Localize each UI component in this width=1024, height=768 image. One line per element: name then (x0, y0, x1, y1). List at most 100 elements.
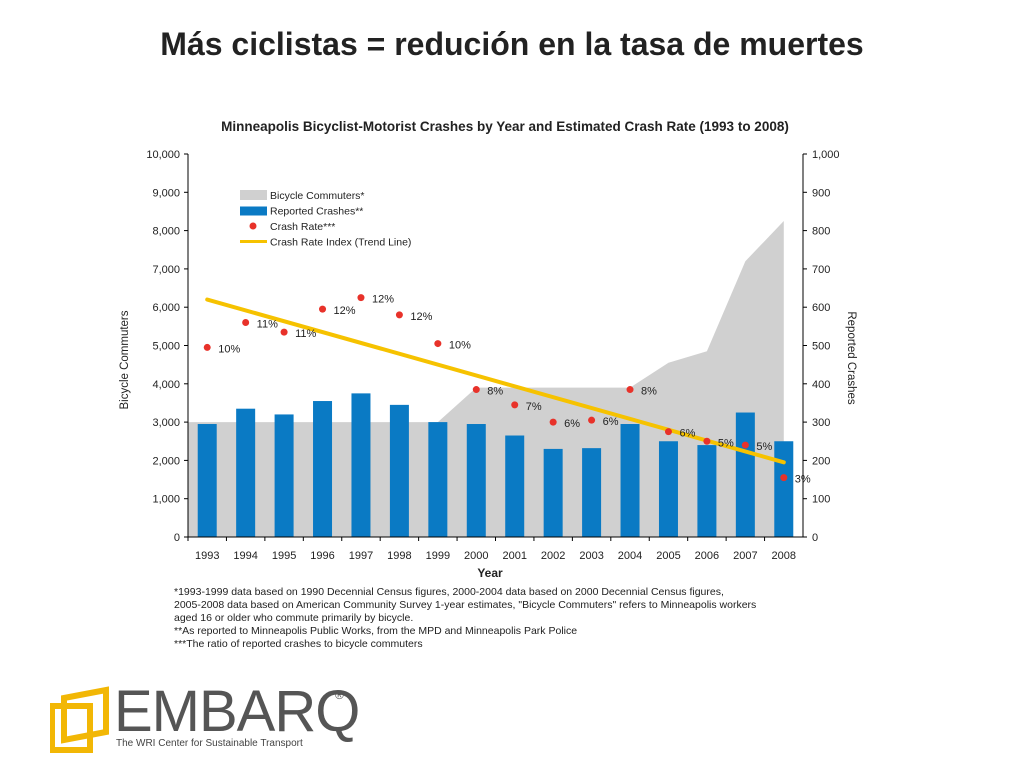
x-tick-label-1998: 1998 (387, 550, 411, 562)
crash-rate-point-2002 (549, 418, 557, 426)
footnote-line: 2005-2008 data based on American Communi… (174, 599, 757, 611)
crash-rate-label-1998: 12% (410, 311, 432, 323)
right-tick-label: 900 (812, 187, 830, 199)
crash-bar-1993 (197, 424, 217, 537)
crash-rate-label-2007: 5% (756, 441, 772, 453)
x-tick-label-1995: 1995 (272, 550, 296, 562)
left-tick-label: 1,000 (152, 494, 180, 506)
footnote-line: ***The ratio of reported crashes to bicy… (174, 638, 423, 650)
crash-rate-point-2000 (472, 386, 480, 394)
crash-rate-label-1999: 10% (449, 340, 471, 352)
crash-rate-point-2003 (588, 416, 596, 424)
right-tick-label: 400 (812, 379, 830, 391)
crash-bar-2002 (543, 448, 563, 537)
footnote-line: **As reported to Minneapolis Public Work… (174, 625, 578, 637)
crash-rate-trend-line (205, 297, 786, 465)
crash-rate-point-1996 (319, 305, 327, 313)
logo-wordmark: EMBARQ (114, 679, 360, 744)
x-tick-label-2001: 2001 (502, 550, 526, 562)
crash-rate-label-2005: 6% (679, 428, 695, 440)
left-tick-label: 3,000 (152, 417, 180, 429)
legend-swatch-area (240, 190, 267, 200)
right-tick-label: 200 (812, 455, 830, 467)
x-tick-label-2007: 2007 (733, 550, 757, 562)
x-tick-label-2003: 2003 (579, 550, 603, 562)
crash-rate-point-1994 (242, 319, 250, 327)
x-tick-label-2008: 2008 (772, 550, 796, 562)
crash-rate-point-1998 (395, 311, 403, 319)
crash-rate-label-2003: 6% (603, 416, 619, 428)
crash-rate-point-1995 (280, 328, 288, 336)
y-axis-right-label: Reported Crashes (845, 311, 857, 405)
x-tick-label-1996: 1996 (310, 550, 334, 562)
crash-rate-point-2004 (626, 386, 634, 394)
x-axis-label: Year (477, 566, 503, 580)
legend-label: Crash Rate*** (270, 221, 335, 233)
right-tick-label: 600 (812, 302, 830, 314)
right-tick-label: 300 (812, 417, 830, 429)
crash-rate-point-2007 (741, 441, 749, 449)
x-tick-label-2006: 2006 (695, 550, 719, 562)
crash-bar-1998 (389, 404, 409, 537)
crash-rate-label-1995: 11% (295, 328, 316, 340)
crash-bar-2005 (658, 441, 678, 537)
crash-rate-label-2000: 8% (487, 386, 503, 398)
right-tick-label: 800 (812, 226, 830, 238)
logo-registered-mark: ® (335, 688, 344, 702)
logo-frame-icon (50, 686, 109, 753)
crash-bar-1997 (351, 393, 371, 537)
y-axis-left-label: Bicycle Commuters (119, 310, 131, 409)
left-tick-label: 6,000 (152, 302, 180, 314)
left-tick-label: 10,000 (146, 149, 180, 161)
crash-bar-1994 (236, 408, 256, 537)
crash-rate-label-2006: 5% (718, 437, 734, 449)
x-tick-label-2002: 2002 (541, 550, 565, 562)
left-tick-label: 7,000 (152, 264, 180, 276)
footnote-line: aged 16 or older who commute primarily b… (174, 612, 414, 624)
crash-bar-2003 (582, 448, 602, 537)
legend-swatch-bars (240, 206, 267, 216)
crash-bar-2006 (697, 445, 717, 537)
crash-bar-1999 (428, 422, 448, 537)
left-tick-label: 0 (174, 532, 180, 544)
crash-rate-point-1999 (434, 340, 442, 348)
x-tick-label-2000: 2000 (464, 550, 488, 562)
right-tick-label: 700 (812, 264, 830, 276)
legend-label: Reported Crashes** (270, 206, 363, 218)
crash-bar-2008 (774, 441, 794, 537)
right-tick-label: 100 (812, 494, 830, 506)
crash-rate-point-2001 (511, 401, 519, 409)
crash-bar-2001 (505, 435, 525, 537)
crash-bar-2000 (466, 424, 486, 537)
crash-bar-2004 (620, 424, 640, 537)
left-tick-label: 4,000 (152, 379, 180, 391)
footnotes: *1993-1999 data based on 1990 Decennial … (174, 586, 814, 651)
left-tick-label: 8,000 (152, 226, 180, 238)
crash-rate-point-1993 (203, 343, 211, 351)
x-tick-label-1999: 1999 (426, 550, 450, 562)
x-tick-label-1993: 1993 (195, 550, 219, 562)
crash-rate-label-2008: 3% (795, 474, 811, 486)
crash-rate-label-1993: 10% (218, 343, 240, 355)
logo-tagline: The WRI Center for Sustainable Transport (116, 738, 303, 749)
crash-rate-point-1997 (357, 294, 365, 302)
left-tick-label: 2,000 (152, 455, 180, 467)
right-tick-label: 0 (812, 532, 818, 544)
x-tick-label-2004: 2004 (618, 550, 642, 562)
crash-bar-1995 (274, 414, 294, 537)
legend-label: Crash Rate Index (Trend Line) (270, 237, 411, 249)
crash-rate-label-1996: 12% (334, 305, 356, 317)
crash-rate-point-2008 (780, 474, 788, 482)
right-tick-label: 500 (812, 341, 830, 353)
legend-swatch-points (249, 222, 257, 230)
x-tick-label-1997: 1997 (349, 550, 373, 562)
crash-rate-label-2001: 7% (526, 401, 542, 413)
left-tick-label: 5,000 (152, 341, 180, 353)
chart-title: Minneapolis Bicyclist-Motorist Crashes b… (221, 119, 789, 134)
x-tick-label-2005: 2005 (656, 550, 680, 562)
left-tick-label: 9,000 (152, 187, 180, 199)
x-tick-label-1994: 1994 (233, 550, 257, 562)
crash-rate-label-1994: 11% (257, 319, 278, 331)
legend-label: Bicycle Commuters* (270, 190, 365, 202)
